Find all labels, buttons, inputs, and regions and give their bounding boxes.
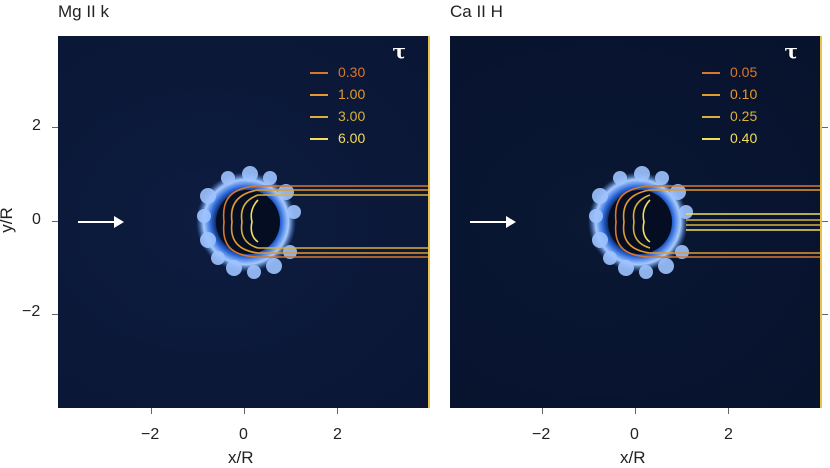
legend-swatch <box>702 116 720 118</box>
panel-title-right: Ca II H <box>450 2 503 21</box>
gas-cloud <box>588 166 693 279</box>
panel-plot-left <box>78 166 430 279</box>
legend-swatch <box>702 138 720 140</box>
y-tick-mark <box>52 314 58 315</box>
legend-label: 0.40 <box>730 130 758 146</box>
legend-swatch <box>310 72 328 74</box>
y-axis-title: y/R <box>0 207 16 233</box>
legend-left: τ 0.30 1.00 3.00 6.00 <box>310 40 420 150</box>
legend-title: τ <box>392 39 406 63</box>
legend-swatch <box>310 94 328 96</box>
tau-contours <box>614 185 822 258</box>
legend-label: 0.25 <box>730 108 758 124</box>
x-tick-label: 0 <box>630 426 639 443</box>
legend-label: 1.00 <box>338 86 366 102</box>
x-tick-label: −2 <box>532 426 551 443</box>
y-tick-mark <box>822 221 828 222</box>
legend-item: 3.00 <box>310 106 420 128</box>
y-tick-label: −2 <box>22 303 41 320</box>
x-tick-mark <box>337 408 338 414</box>
panel-title-left: Mg II k <box>58 2 110 21</box>
x-tick-label: 0 <box>239 426 248 443</box>
legend-label: 6.00 <box>338 130 366 146</box>
x-axis-title: x/R <box>620 448 646 467</box>
legend-right: τ 0.05 0.10 0.25 0.40 <box>702 40 812 150</box>
panel-edge-line <box>820 36 822 408</box>
legend-swatch <box>702 94 720 96</box>
y-tick-mark <box>822 127 828 128</box>
legend-item: 1.00 <box>310 84 420 106</box>
legend-label: 0.10 <box>730 86 758 102</box>
panel-left: τ 0.30 1.00 3.00 6.00 <box>58 36 430 408</box>
panel-edge-line <box>428 36 430 408</box>
tau-contours <box>222 185 430 258</box>
y-tick-mark <box>52 127 58 128</box>
legend-label: 0.30 <box>338 64 366 80</box>
legend-item: 0.40 <box>702 128 812 150</box>
legend-swatch <box>702 72 720 74</box>
panel-plot-right <box>470 166 822 279</box>
gas-cloud <box>196 166 301 279</box>
x-tick-mark <box>542 408 543 414</box>
y-tick-mark <box>52 221 58 222</box>
legend-swatch <box>310 116 328 118</box>
x-tick-mark <box>635 408 636 414</box>
x-axis-title: x/R <box>228 448 254 467</box>
flow-arrow <box>78 216 124 228</box>
x-tick-mark <box>151 408 152 414</box>
y-tick-label: 2 <box>32 117 41 134</box>
legend-item: 0.30 <box>310 62 420 84</box>
x-tick-mark <box>244 408 245 414</box>
legend-swatch <box>310 138 328 140</box>
x-tick-label: 2 <box>724 426 733 443</box>
flow-arrow <box>470 216 516 228</box>
panel-right: τ 0.05 0.10 0.25 0.40 <box>450 36 822 408</box>
legend-label: 0.05 <box>730 64 758 80</box>
legend-item: 0.10 <box>702 84 812 106</box>
legend-item: 0.25 <box>702 106 812 128</box>
x-tick-label: 2 <box>333 426 342 443</box>
y-tick-mark <box>822 314 828 315</box>
legend-label: 3.00 <box>338 108 366 124</box>
legend-item: 0.05 <box>702 62 812 84</box>
x-tick-mark <box>728 408 729 414</box>
y-tick-label: 0 <box>32 211 41 228</box>
legend-item: 6.00 <box>310 128 420 150</box>
legend-title: τ <box>784 39 798 63</box>
x-tick-label: −2 <box>141 426 160 443</box>
